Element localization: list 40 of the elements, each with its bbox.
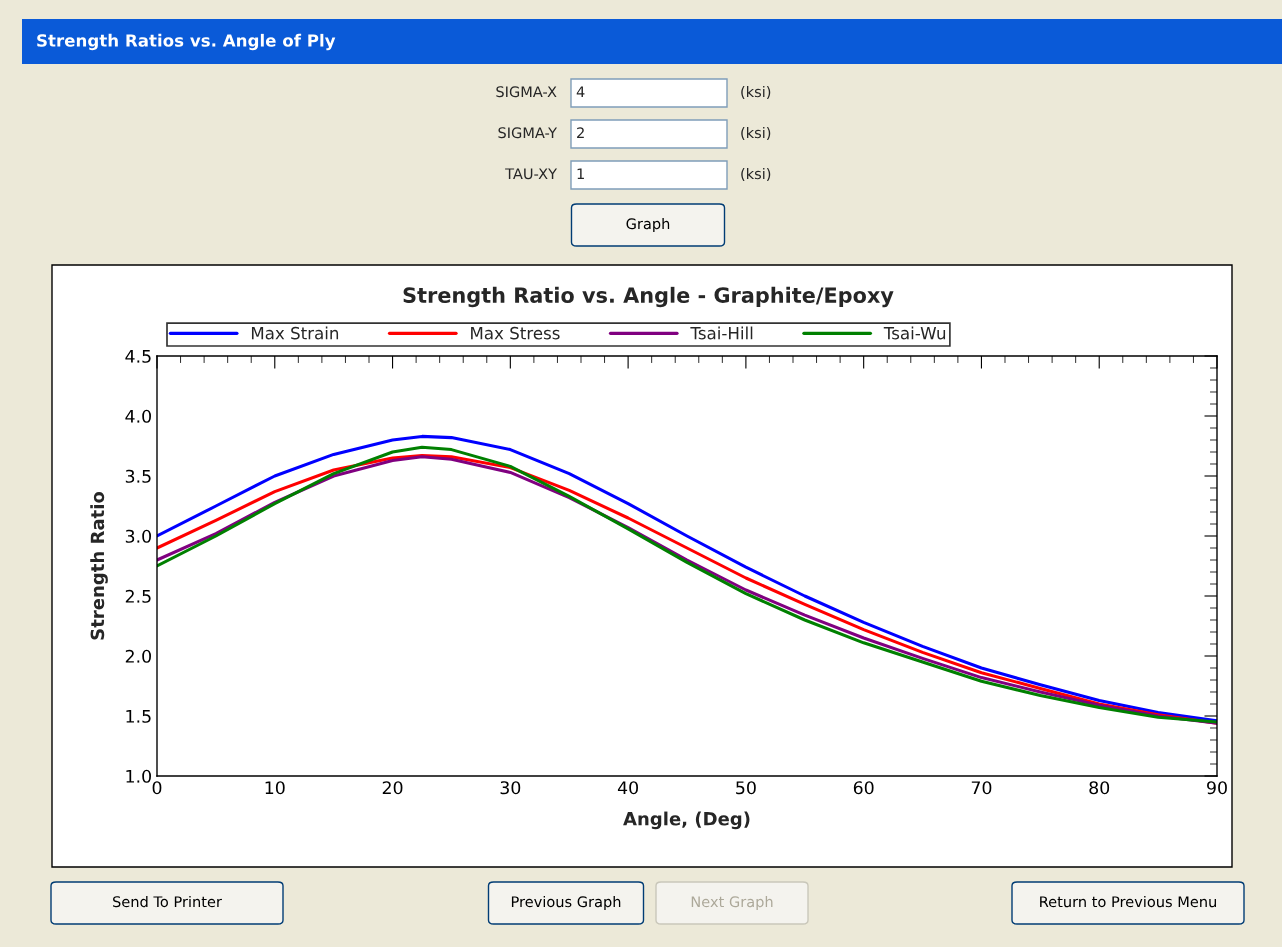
- y-tick-label: 3.0: [125, 529, 151, 543]
- x-tick-label: 0: [152, 781, 162, 795]
- text: 2: [577, 127, 584, 139]
- x-tick-label: 30: [500, 781, 521, 795]
- x-tick-label: 20: [382, 781, 403, 795]
- legend-label: Tsai-Wu: [883, 326, 946, 340]
- text: (ksi): [741, 85, 771, 99]
- y-tick-label: 4.0: [125, 409, 151, 423]
- x-tick-label: 70: [971, 781, 992, 795]
- x-axis-title: Angle, (Deg): [623, 811, 750, 830]
- y-axis-title: Strength Ratio: [90, 491, 108, 640]
- x-tick-label: 60: [853, 781, 874, 795]
- y-tick-label: 1.5: [126, 709, 151, 723]
- text: (ksi): [741, 167, 771, 181]
- legend-label: Max Strain: [251, 326, 339, 340]
- x-tick-label: 10: [265, 781, 285, 795]
- x-tick-label: 90: [1207, 781, 1227, 795]
- y-tick-label: 3.5: [125, 469, 151, 483]
- chart-title: Strength Ratio vs. Angle - Graphite/Epoxy: [403, 286, 894, 308]
- y-tick-label: 2.0: [125, 649, 151, 663]
- text: Graph: [626, 217, 670, 233]
- text: TAU-XY: [505, 168, 558, 180]
- text: Strength Ratios vs. Angle of Ply: [37, 33, 336, 51]
- text: 4: [576, 86, 585, 98]
- x-tick-label: 40: [617, 781, 638, 795]
- text: Send To Printer: [113, 895, 222, 908]
- text: Previous Graph: [511, 895, 621, 911]
- legend-label: Max Stress: [471, 326, 560, 340]
- text: Next Graph: [691, 895, 773, 911]
- text: (ksi): [741, 126, 771, 140]
- text: SIGMA-X: [496, 86, 557, 98]
- y-tick-label: 2.5: [125, 589, 151, 603]
- y-tick-label: 1.0: [126, 769, 151, 783]
- text: Return to Previous Menu: [1040, 895, 1216, 908]
- text: SIGMA-Y: [498, 127, 558, 139]
- x-tick-label: 80: [1089, 781, 1110, 795]
- x-tick-label: 50: [736, 781, 756, 795]
- legend-label: Tsai-Hill: [690, 326, 753, 340]
- y-tick-label: 4.5: [125, 349, 151, 363]
- text: 1: [577, 168, 584, 180]
